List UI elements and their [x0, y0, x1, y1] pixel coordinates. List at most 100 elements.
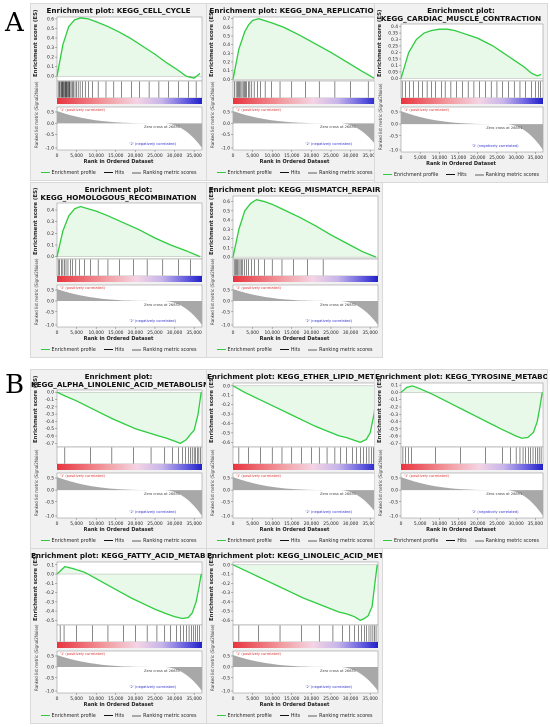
legend-label: Ranking metric scores [319, 348, 373, 353]
rank-axis-label: Rank in Ordered Dataset [83, 159, 154, 165]
plot-canvas: 0.0 0.1 0.2 0.3 0.4 0.5 0.6 0.5 0.0 -0.5 -1.0 5,000… [45, 16, 203, 159]
x-tick-label: 5,000 [246, 521, 259, 527]
hits-panel [56, 446, 203, 465]
es-y-tick-label: -0.6 [389, 434, 398, 440]
metric-y-tick-label: -1.0 [45, 146, 54, 152]
legend-item-ranking: Ranking metric scores [308, 714, 372, 719]
es-y-tick-label: -0.5 [45, 618, 54, 624]
x-tick-label: 30,000 [167, 330, 183, 336]
x-tick-label: 20,000 [304, 696, 320, 702]
x-tick-label: 10,000 [265, 330, 281, 336]
x-tick-label: 0 [232, 521, 235, 527]
x-tick-label: 35,000 [528, 521, 544, 527]
legend-item-hits: Hits [279, 714, 300, 719]
es-y-tick-label: 0.0 [47, 390, 54, 396]
zero-cross-label: Zero cross at 26851 [486, 126, 523, 131]
metric-y-tick-label: 0.0 [223, 298, 230, 304]
es-y-tick-label: 0.4 [223, 42, 230, 48]
positive-correlation-label: '1' (positively correlated) [236, 474, 281, 478]
positive-correlation-label: '1' (positively correlated) [404, 108, 449, 112]
es-y-tick-label: 0.1 [47, 64, 54, 70]
metric-axis-label: Ranked list metric (Signal2Noise) [210, 624, 215, 691]
ranking-metric-area [233, 655, 378, 691]
chart-title: Enrichment plot: KEGG_TYROSINE_METABOLIS… [375, 372, 547, 381]
correlation-gradient-bar [233, 642, 378, 648]
negative-correlation-label: '2' (negatively correlated) [305, 319, 353, 323]
rank-axis-label: Rank in Ordered Dataset [83, 336, 154, 342]
x-tick-label: 20,000 [470, 155, 486, 161]
chart-legend: Enrichment profile Hits Ranking metric sco… [31, 539, 206, 544]
legend-swatch [132, 348, 142, 351]
x-tick-label: 25,000 [147, 696, 163, 702]
es-y-tick-label: -0.5 [45, 426, 54, 432]
chart-title: Enrichment plot: KEGG_DNA_REPLICATION [209, 6, 380, 15]
es-y-tick-label: 0.3 [391, 37, 398, 43]
x-tick-label: 15,000 [108, 330, 124, 336]
x-tick-label: 25,000 [323, 521, 339, 527]
positive-correlation-label: '1' (positively correlated) [60, 652, 105, 656]
negative-correlation-label: '2' (negatively correlated) [305, 142, 353, 146]
legend-label: Enrichment profile [51, 171, 96, 176]
x-tick-label: 35,000 [362, 696, 378, 702]
ranking-metric-area [401, 111, 543, 150]
legend-label: Hits [114, 714, 125, 719]
metric-y-tick-label: 0.5 [223, 476, 230, 482]
x-tick-label: 5,000 [70, 330, 83, 336]
enrichment-profile-line [56, 17, 201, 79]
legend-label: Ranking metric scores [143, 714, 197, 719]
negative-correlation-label: '2' (negatively correlated) [129, 319, 177, 323]
legend-swatch [279, 715, 289, 716]
legend-label: Hits [457, 539, 467, 544]
metric-y-tick-label: 0.5 [47, 654, 54, 660]
es-y-tick-label: 0.7 [223, 16, 230, 22]
metric-y-tick-label: 0.5 [223, 288, 230, 294]
chart-legend: Enrichment profile Hits Ranking metric sco… [207, 539, 382, 544]
metric-axis-label: Ranked list metric (Signal2Noise) [378, 449, 383, 516]
es-axis-label: Enrichment score (ES) [377, 375, 383, 443]
enrichment-plot: Enrichment plot: KEGG_ALPHA_LINOLENIC_ACI… [30, 369, 207, 549]
legend-swatch [103, 715, 113, 716]
metric-panel [56, 106, 203, 151]
es-y-tick-label: -0.1 [45, 581, 54, 587]
legend-swatch [216, 349, 226, 350]
es-y-tick-label: 0.2 [47, 55, 54, 61]
chart-title-line2: KEGG_ALPHA_LINOLENIC_ACID_METABOLISM [31, 380, 207, 389]
legend-swatch [308, 171, 318, 174]
es-area [233, 18, 377, 80]
x-tick-label: 20,000 [128, 153, 144, 159]
plot-canvas: 0.0 0.1 0.2 0.3 0.4 0.5 0.0 -0.5 -1.0 5,000 10,000… [45, 202, 203, 336]
es-y-tick-label: 0.1 [47, 243, 54, 249]
metric-y-tick-label: 0.0 [391, 488, 398, 494]
x-tick-label: 15,000 [284, 330, 300, 336]
chart-title: Enrichment plot: KEGG_CELL_CYCLE [46, 6, 191, 15]
zero-cross-label: Zero cross at 26851 [144, 125, 181, 130]
es-area [57, 206, 201, 257]
x-tick-label: 35,000 [186, 330, 202, 336]
enrichment-profile-line [56, 565, 202, 620]
legend-item-hits: Hits [279, 539, 300, 544]
es-y-tick-label: 0.5 [223, 34, 230, 40]
x-tick-label: 0 [400, 155, 403, 161]
es-y-tick-label: -0.1 [389, 397, 398, 403]
x-tick-label: 10,000 [89, 153, 105, 159]
chart-title: Enrichment plot: [84, 372, 153, 381]
metric-axis-label: Ranked list metric (Signal2Noise) [378, 83, 383, 150]
es-y-tick-label: 0.25 [388, 44, 398, 50]
es-y-tick-label: 0.0 [391, 390, 398, 396]
es-y-tick-label: -0.2 [45, 590, 54, 596]
chart-legend: Enrichment profile Hits Ranking metric sco… [31, 348, 206, 353]
metric-y-tick-label: -0.5 [221, 132, 230, 138]
metric-y-tick-label: 0.5 [223, 110, 230, 116]
x-tick-label: 25,000 [147, 330, 163, 336]
legend-label: Ranking metric scores [485, 539, 539, 544]
metric-panel [232, 106, 379, 151]
legend-label: Enrichment profile [227, 171, 272, 176]
enrichment-profile-line [232, 18, 377, 80]
es-y-tick-label: 0.5 [223, 208, 230, 214]
rank-axis-label: Rank in Ordered Dataset [83, 702, 154, 708]
legend-item-profile: Enrichment profile [40, 714, 96, 719]
legend-swatch [279, 172, 289, 173]
legend-item-profile: Enrichment profile [40, 539, 96, 544]
x-tick-label: 35,000 [186, 521, 202, 527]
es-area [401, 385, 543, 439]
